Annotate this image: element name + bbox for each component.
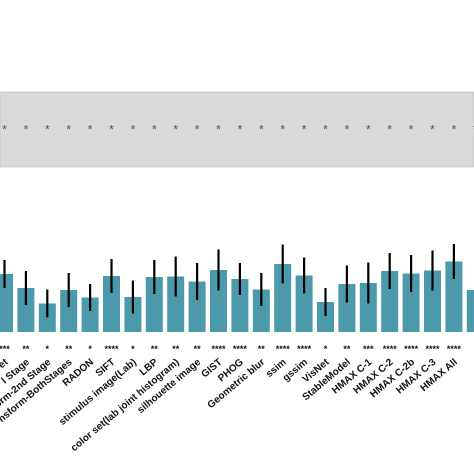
- noise-ceiling-mark: *: [366, 123, 371, 137]
- bar: [81, 297, 99, 332]
- bar: [231, 279, 249, 332]
- noise-ceiling-mark: *: [280, 123, 285, 137]
- significance-labels: *** ** * ** * **** * ** ** ** **** **** ** **** **** * *…: [0, 344, 461, 354]
- significance-label: ****: [211, 344, 226, 354]
- noise-ceiling-mark: *: [24, 123, 29, 137]
- noise-ceiling-mark: *: [45, 123, 50, 137]
- bars-group: [0, 261, 474, 332]
- noise-ceiling-mark: *: [323, 123, 328, 137]
- significance-label: **: [65, 344, 73, 354]
- noise-ceiling-mark: *: [430, 123, 435, 137]
- noise-ceiling-band: [0, 91, 474, 168]
- significance-label: ****: [297, 344, 312, 354]
- bar: [103, 276, 120, 332]
- significance-label: ***: [0, 344, 10, 354]
- bar: [252, 289, 270, 332]
- significance-label: **: [258, 344, 266, 354]
- noise-ceiling-mark: *: [88, 123, 93, 137]
- bar: [38, 303, 56, 332]
- noise-ceiling-mark: *: [259, 123, 264, 137]
- noise-ceiling-mark: *: [238, 123, 243, 137]
- bar: [317, 302, 334, 332]
- bar: [381, 271, 399, 332]
- significance-label: ****: [383, 344, 398, 354]
- significance-label: *: [131, 344, 135, 354]
- noise-ceiling-stars: * * * * * * * * * * * * * * * * * * * * * * *: [2, 123, 474, 137]
- bar: [0, 274, 13, 332]
- significance-label: *: [46, 344, 50, 354]
- noise-ceiling-mark: *: [452, 123, 457, 137]
- significance-label: *: [88, 344, 92, 354]
- bar: [210, 270, 227, 332]
- bar: [167, 276, 185, 332]
- noise-ceiling-mark: *: [302, 123, 307, 137]
- noise-ceiling-mark: *: [473, 123, 474, 137]
- significance-label: **: [22, 344, 30, 354]
- bar: [274, 264, 292, 332]
- bar: [145, 277, 163, 332]
- noise-ceiling-mark: *: [152, 123, 157, 137]
- bar: [424, 270, 441, 332]
- significance-label: ****: [447, 344, 462, 354]
- x-tick-label: et: [0, 356, 11, 371]
- noise-ceiling-mark: *: [216, 123, 221, 137]
- noise-ceiling-mark: *: [66, 123, 71, 137]
- noise-ceiling-mark: *: [131, 123, 136, 137]
- significance-label: ****: [276, 344, 291, 354]
- significance-label: ****: [233, 344, 248, 354]
- bar: [17, 288, 35, 332]
- noise-ceiling-mark: *: [195, 123, 200, 137]
- bar: [188, 281, 206, 332]
- significance-label: **: [343, 344, 351, 354]
- error-bars-group: [3, 244, 455, 318]
- significance-label: **: [172, 344, 180, 354]
- bar: [359, 283, 377, 332]
- bar: [338, 284, 356, 332]
- significance-label: ****: [104, 344, 119, 354]
- bar: [402, 273, 420, 332]
- noise-ceiling-mark: *: [109, 123, 114, 137]
- bar: [445, 261, 463, 332]
- significance-label: ***: [363, 344, 374, 354]
- noise-ceiling-mark: *: [345, 123, 350, 137]
- bar: [124, 297, 142, 332]
- bar: [60, 290, 78, 332]
- noise-ceiling-mark: *: [2, 123, 7, 137]
- noise-ceiling-mark: *: [409, 123, 414, 137]
- significance-label: ****: [425, 344, 440, 354]
- noise-ceiling-mark: *: [173, 123, 178, 137]
- significance-label: **: [151, 344, 159, 354]
- significance-label: ****: [404, 344, 419, 354]
- significance-label: **: [194, 344, 202, 354]
- bar: [295, 275, 313, 332]
- significance-label: *: [324, 344, 328, 354]
- noise-ceiling-mark: *: [387, 123, 392, 137]
- bar: [466, 290, 474, 332]
